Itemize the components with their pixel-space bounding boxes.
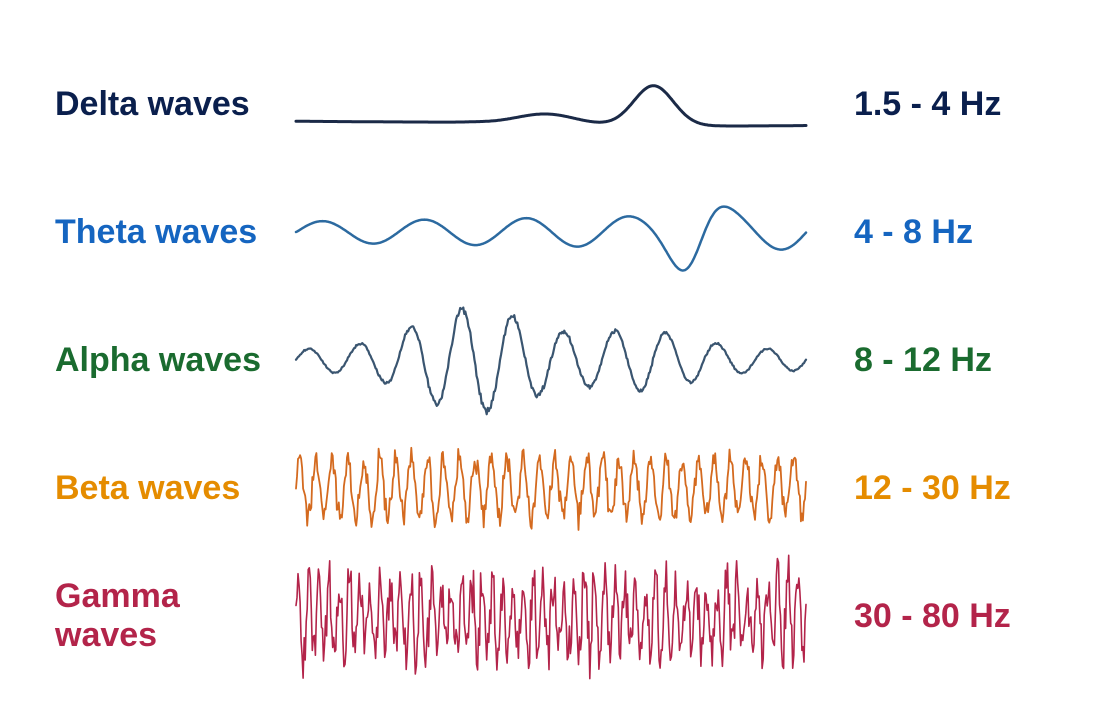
wave-plot-beta: [289, 433, 814, 543]
wave-label-theta: Theta waves: [30, 213, 289, 252]
wave-label-alpha: Alpha waves: [30, 341, 289, 380]
wave-row-gamma: Gamma waves 30 - 80 Hz: [30, 556, 1068, 676]
wave-freq-theta: 4 - 8 Hz: [814, 213, 1068, 252]
wave-freq-delta: 1.5 - 4 Hz: [814, 85, 1068, 124]
wave-plot-theta: [289, 177, 814, 287]
waveform-path-gamma: [296, 555, 806, 678]
wave-plot-alpha: [289, 305, 814, 415]
wave-label-delta: Delta waves: [30, 85, 289, 124]
wave-row-delta: Delta waves 1.5 - 4 Hz: [30, 44, 1068, 164]
wave-freq-gamma: 30 - 80 Hz: [814, 597, 1068, 636]
wave-freq-alpha: 8 - 12 Hz: [814, 341, 1068, 380]
wave-row-beta: Beta waves 12 - 30 Hz: [30, 428, 1068, 548]
waveform-path-delta: [296, 86, 806, 126]
wave-label-beta: Beta waves: [30, 469, 289, 508]
wave-row-theta: Theta waves 4 - 8 Hz: [30, 172, 1068, 292]
waveform-path-beta: [296, 448, 806, 530]
wave-row-alpha: Alpha waves 8 - 12 Hz: [30, 300, 1068, 420]
brainwave-diagram: Delta waves 1.5 - 4 Hz Theta waves 4 - 8…: [0, 0, 1098, 720]
wave-freq-beta: 12 - 30 Hz: [814, 469, 1068, 508]
wave-plot-gamma: [289, 561, 814, 671]
waveform-path-alpha: [296, 308, 806, 415]
wave-plot-delta: [289, 49, 814, 159]
waveform-path-theta: [296, 207, 806, 271]
wave-label-gamma: Gamma waves: [30, 577, 289, 655]
